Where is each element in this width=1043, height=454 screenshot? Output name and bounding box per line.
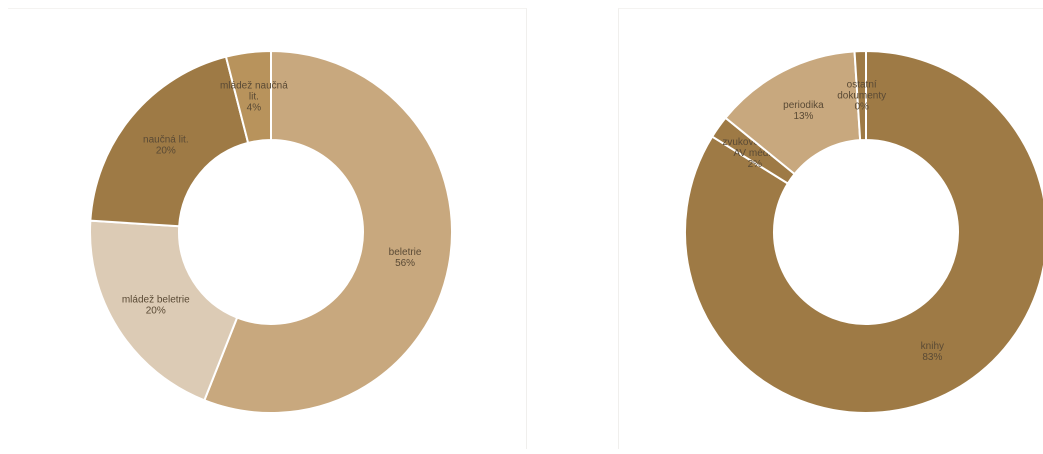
- slice-label-line: 56%: [395, 258, 415, 269]
- donut-slice[interactable]: [224, 49, 272, 145]
- slice-label-line: 83%: [922, 352, 942, 363]
- donut-slice[interactable]: [853, 49, 867, 142]
- slice-label-line: mládež naučná: [220, 81, 288, 92]
- slice-label: knihy 83%: [921, 341, 944, 363]
- slice-label: periodika 13%: [783, 100, 824, 122]
- slice-label-line: lit.: [249, 92, 259, 103]
- donut-chart-1: beletrie 56%mládež beletrie 20%naučná lit.…: [89, 49, 453, 414]
- donut-slice[interactable]: [203, 49, 453, 414]
- slice-label: mládež beletrie 20%: [122, 295, 190, 317]
- slice-label: ostatní dokumenty 0%: [837, 80, 886, 113]
- slice-label-line: 2%: [748, 159, 763, 170]
- slice-label-line: 13%: [793, 111, 813, 122]
- slice-label-line: beletrie: [389, 247, 422, 258]
- slice-label-line: knihy: [921, 341, 944, 352]
- donut-slice[interactable]: [89, 219, 239, 402]
- slice-label-line: periodika: [783, 100, 824, 111]
- slice-label-line: naučná lit.: [143, 134, 189, 145]
- slice-label-line: AV média: [733, 148, 776, 159]
- slice-label-line: 4%: [247, 103, 262, 114]
- slice-label: beletrie 56%: [389, 247, 422, 269]
- slice-label-line: 0%: [854, 102, 869, 113]
- donut-slice[interactable]: [684, 49, 1043, 414]
- slice-label-line: ostatní: [847, 80, 877, 91]
- slice-label-line: dokumenty: [837, 91, 886, 102]
- slice-label-line: 20%: [146, 306, 166, 317]
- slice-label-line: mládež beletrie: [122, 295, 190, 306]
- donut-slice[interactable]: [89, 55, 250, 228]
- slice-label: naučná lit. 20%: [143, 134, 189, 156]
- slice-label: mládež naučná lit. 4%: [220, 81, 288, 114]
- slice-label-line: 20%: [156, 145, 176, 156]
